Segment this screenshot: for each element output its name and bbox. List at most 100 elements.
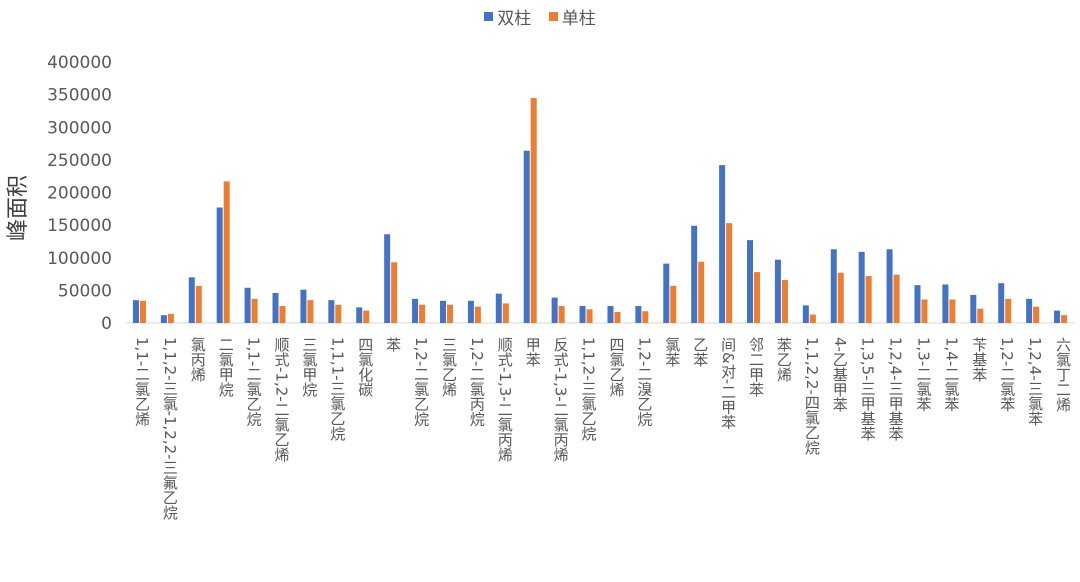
bar-series-2 bbox=[865, 276, 872, 323]
x-tick-label: 六氯丁二烯 bbox=[1054, 337, 1072, 412]
x-tick-label: 二氯甲烷 bbox=[217, 337, 235, 398]
x-tick-label: 三氯甲烷 bbox=[300, 337, 318, 398]
bar-series-2 bbox=[726, 223, 733, 323]
bar-series-2 bbox=[1033, 306, 1040, 323]
x-tick-label: 三氯乙烯 bbox=[440, 337, 458, 397]
bar-series-1 bbox=[970, 294, 977, 323]
bar-series-2 bbox=[223, 181, 230, 323]
legend-swatch-series-1 bbox=[484, 12, 494, 21]
bar-series-2 bbox=[530, 97, 537, 323]
bar-series-1 bbox=[886, 249, 893, 323]
x-tick-label: 顺式-1,3-二氯丙烯 bbox=[496, 337, 514, 462]
bar-series-2 bbox=[363, 310, 370, 323]
bar-series-2 bbox=[698, 261, 705, 323]
x-tick-label: 1,2-二氯乙烷 bbox=[412, 337, 430, 427]
bar-series-2 bbox=[307, 300, 314, 323]
bar-series-1 bbox=[439, 300, 446, 323]
legend-item-series-2: 单柱 bbox=[548, 4, 596, 29]
bar-series-2 bbox=[446, 304, 453, 323]
bar-series-1 bbox=[607, 306, 614, 323]
legend-label-series-2: 单柱 bbox=[561, 9, 596, 29]
bar-series-1 bbox=[830, 249, 837, 323]
x-tick-label: 1,1-二氯乙烯 bbox=[133, 337, 151, 426]
y-tick-label: 150000 bbox=[47, 216, 112, 236]
bar-series-1 bbox=[467, 300, 474, 323]
bar-series-1 bbox=[272, 292, 279, 323]
y-tick-label: 100000 bbox=[47, 249, 112, 269]
bar-series-2 bbox=[670, 285, 677, 323]
bar-series-2 bbox=[391, 262, 398, 323]
bar-series-2 bbox=[251, 298, 258, 323]
bar-series-2 bbox=[837, 272, 844, 323]
bar-series-1 bbox=[300, 289, 307, 323]
x-tick-label: 反式-1,3-二氯丙烯 bbox=[552, 337, 570, 462]
x-tick-label: 1,2-二氯苯 bbox=[998, 337, 1016, 411]
bar-series-2 bbox=[754, 272, 761, 323]
bar-series-1 bbox=[691, 225, 698, 323]
bar-series-1 bbox=[356, 307, 363, 323]
y-tick-label: 200000 bbox=[47, 184, 112, 204]
x-tick-label: 1,3,5-三甲基苯 bbox=[859, 337, 877, 441]
bar-series-2 bbox=[139, 300, 146, 323]
x-tick-label: 氯丙烯 bbox=[189, 337, 207, 382]
bar-series-1 bbox=[858, 251, 865, 323]
x-tick-label: 1,1,1-三氯乙烷 bbox=[328, 337, 346, 442]
y-tick-label: 400000 bbox=[47, 53, 112, 73]
bar-series-1 bbox=[495, 293, 502, 323]
x-tick-label: 四氯乙烯 bbox=[607, 337, 625, 397]
x-tick-label: 乙苯 bbox=[691, 337, 709, 367]
bar-series-1 bbox=[1026, 298, 1033, 323]
bar-series-2 bbox=[195, 285, 202, 323]
bar-series-1 bbox=[747, 240, 754, 323]
bar-series-2 bbox=[949, 299, 956, 323]
x-tick-label: 邻二甲苯 bbox=[747, 337, 765, 397]
legend-label-series-1: 双柱 bbox=[497, 9, 532, 29]
x-tick-label: 苯 bbox=[384, 337, 402, 352]
bar-series-2 bbox=[419, 304, 426, 323]
bar-series-2 bbox=[474, 306, 481, 323]
x-tick-label: 1,2,4-三氯苯 bbox=[1026, 337, 1044, 426]
bar-series-1 bbox=[579, 306, 586, 323]
bar-series-2 bbox=[921, 299, 928, 323]
bar-series-1 bbox=[216, 207, 223, 323]
x-tick-label: 4-乙基甲苯 bbox=[831, 337, 849, 412]
bar-series-1 bbox=[942, 284, 949, 323]
legend-item-series-1: 双柱 bbox=[484, 4, 531, 29]
bar-series-2 bbox=[335, 304, 342, 323]
x-tick-label: 1,1,2-三氯-1,2,2-三氟乙烷 bbox=[161, 337, 179, 521]
bar-series-2 bbox=[558, 306, 565, 323]
x-tick-label: 1,2-二氯丙烷 bbox=[468, 337, 486, 427]
x-tick-label: 甲苯 bbox=[524, 337, 542, 367]
bar-series-2 bbox=[781, 279, 788, 323]
bar-series-1 bbox=[188, 277, 195, 323]
bar-series-2 bbox=[642, 311, 649, 323]
x-tick-label: 1,2-二溴乙烷 bbox=[635, 337, 653, 427]
y-tick-label: 250000 bbox=[47, 151, 112, 171]
bar-series-1 bbox=[523, 150, 530, 323]
bar-series-1 bbox=[802, 305, 809, 323]
bar-series-2 bbox=[977, 308, 984, 323]
y-tick-label: 350000 bbox=[47, 86, 112, 106]
x-tick-label: 氯苯 bbox=[663, 337, 681, 367]
bar-series-2 bbox=[893, 274, 900, 323]
bar-series-1 bbox=[551, 297, 558, 323]
bar-series-2 bbox=[167, 313, 174, 323]
bar-series-1 bbox=[384, 234, 391, 323]
bar-series-1 bbox=[132, 300, 139, 323]
legend: 双柱 单柱 bbox=[0, 4, 1080, 29]
x-tick-label: 顺式-1,2-二氯乙烯 bbox=[273, 337, 291, 462]
bar-series-1 bbox=[663, 263, 670, 323]
y-tick-label: 50000 bbox=[58, 281, 112, 301]
bar-series-1 bbox=[914, 285, 921, 323]
legend-swatch-series-2 bbox=[548, 12, 558, 21]
bar-series-1 bbox=[160, 315, 167, 323]
bar-series-1 bbox=[774, 259, 781, 323]
x-tick-label: 1,1,2-三氯乙烷 bbox=[580, 337, 598, 442]
bar-series-2 bbox=[502, 303, 509, 323]
bar-series-2 bbox=[614, 311, 621, 323]
bar-series-1 bbox=[412, 298, 419, 323]
y-tick-label: 0 bbox=[101, 314, 112, 334]
y-tick-label: 300000 bbox=[47, 118, 112, 138]
bar-series-2 bbox=[586, 309, 593, 323]
